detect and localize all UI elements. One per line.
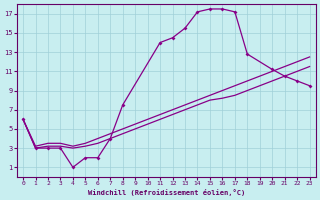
- X-axis label: Windchill (Refroidissement éolien,°C): Windchill (Refroidissement éolien,°C): [88, 189, 245, 196]
